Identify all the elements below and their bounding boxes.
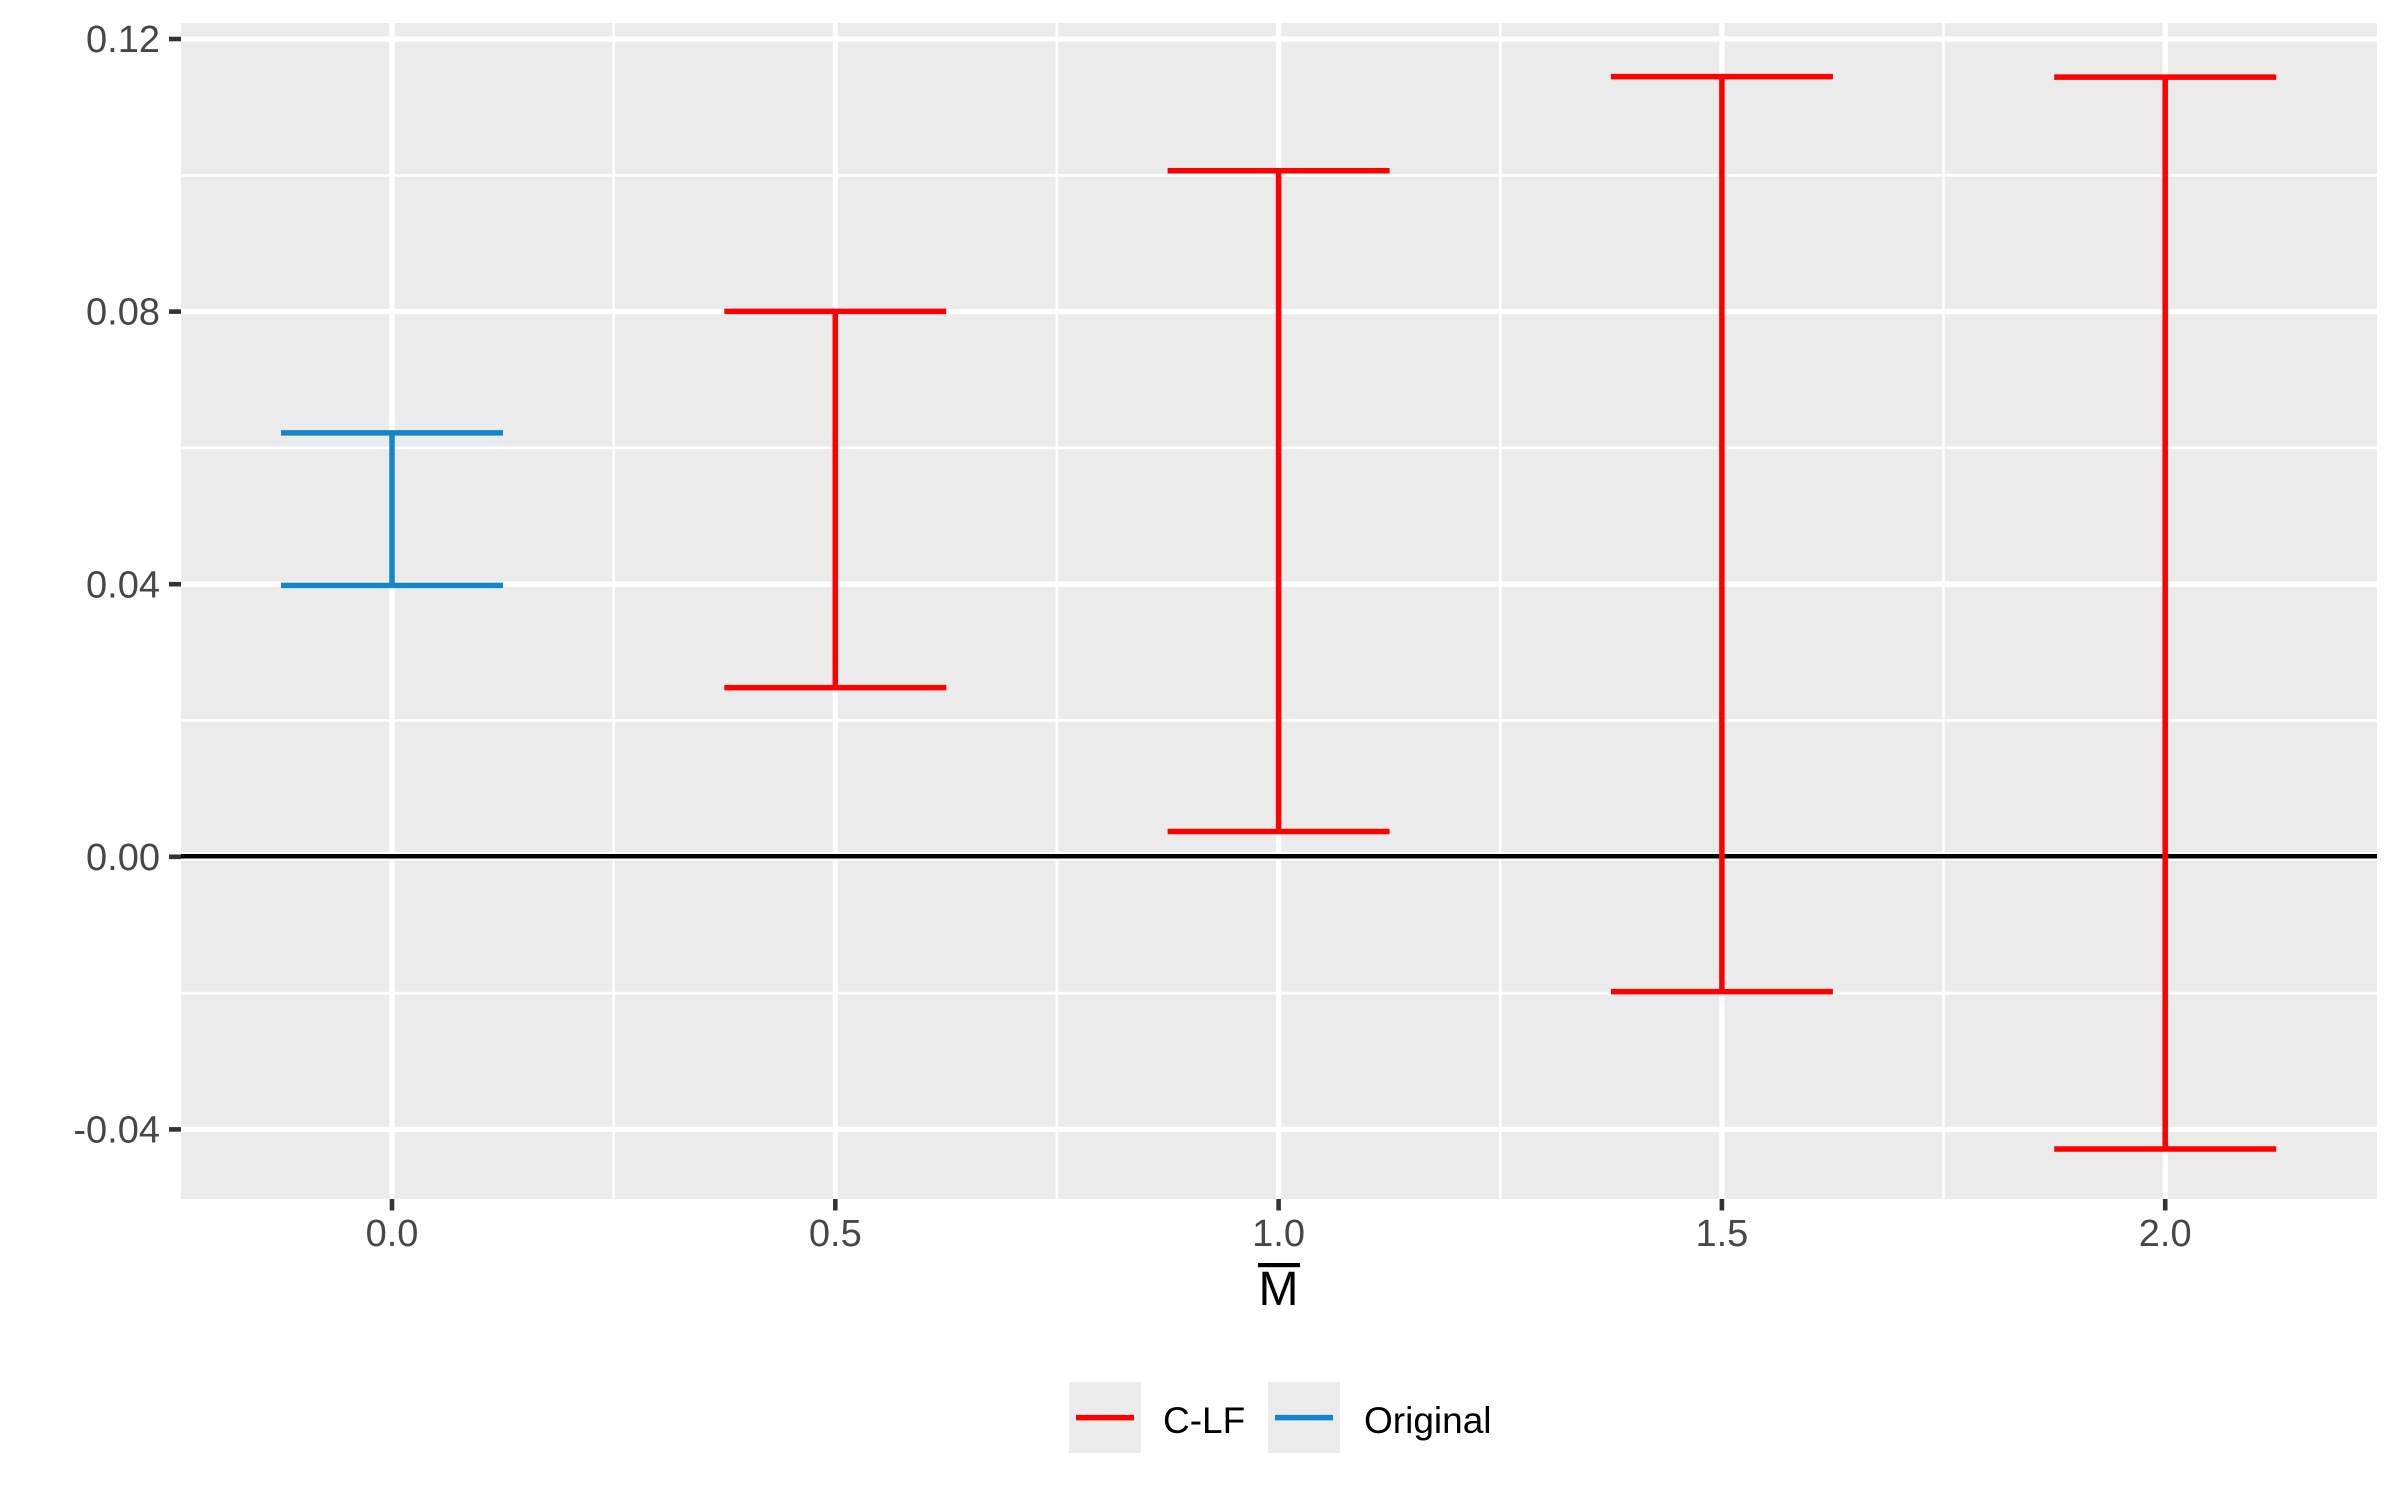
svg-text:0.00: 0.00 xyxy=(86,837,160,879)
svg-text:0.5: 0.5 xyxy=(809,1213,862,1255)
svg-text:0.08: 0.08 xyxy=(86,292,160,334)
svg-text:M: M xyxy=(1259,1263,1299,1316)
svg-text:0.04: 0.04 xyxy=(86,564,160,606)
svg-text:Original: Original xyxy=(1364,1400,1492,1441)
svg-text:C-LF: C-LF xyxy=(1163,1400,1245,1441)
svg-text:1.5: 1.5 xyxy=(1695,1213,1748,1255)
svg-text:-0.04: -0.04 xyxy=(73,1110,160,1152)
svg-text:0.12: 0.12 xyxy=(86,19,160,61)
svg-text:0.0: 0.0 xyxy=(366,1213,419,1255)
svg-text:2.0: 2.0 xyxy=(2139,1213,2192,1255)
svg-text:1.0: 1.0 xyxy=(1252,1213,1305,1255)
